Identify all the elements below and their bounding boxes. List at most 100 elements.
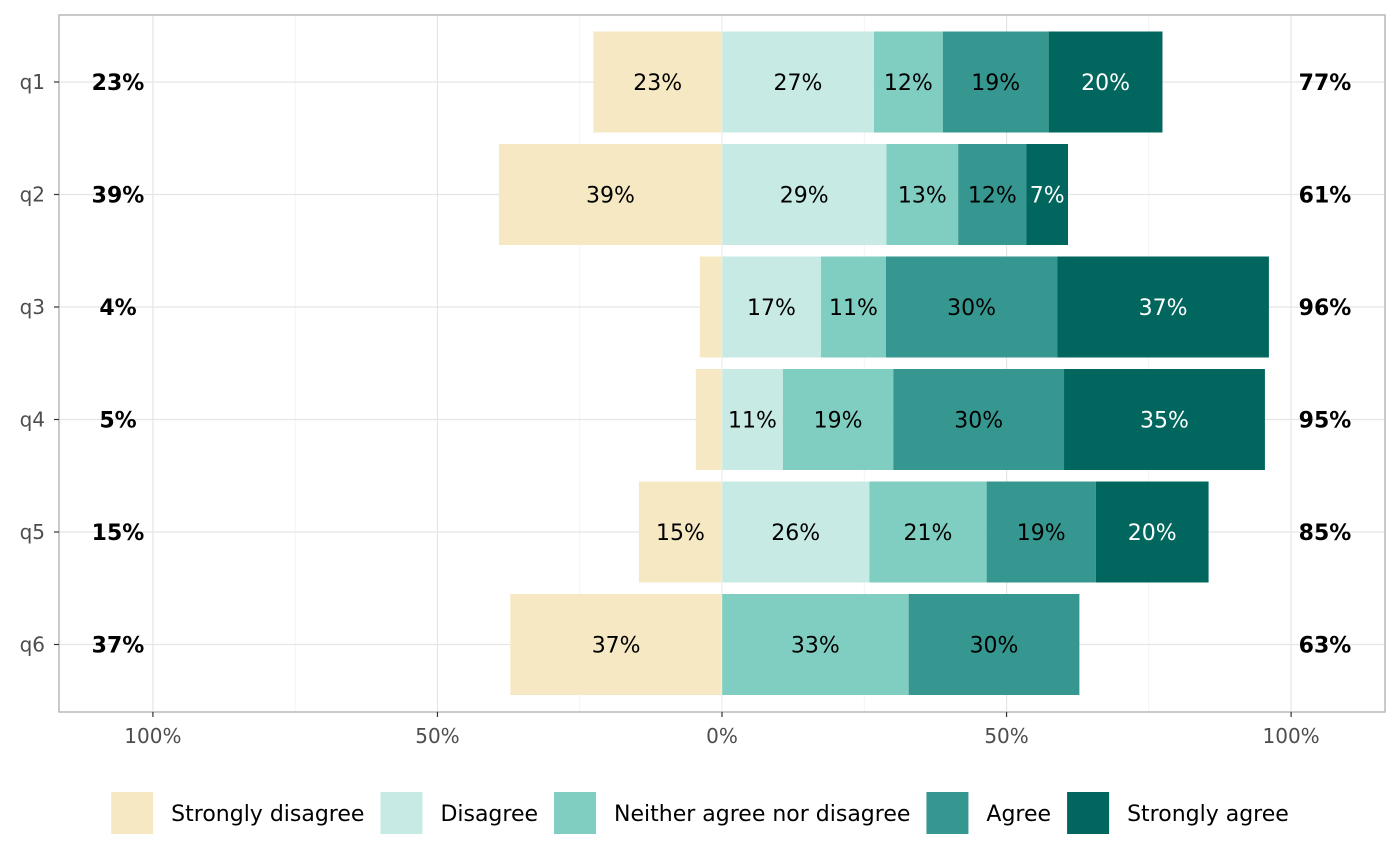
x-tick-label: 0% xyxy=(706,724,738,748)
data-label: 19% xyxy=(971,71,1020,96)
legend-item: Strongly disagree xyxy=(111,792,364,834)
x-tick-label: 100% xyxy=(1263,724,1320,748)
left-total-label: 37% xyxy=(92,634,145,659)
legend-label: Strongly agree xyxy=(1127,802,1289,827)
total-layer: 23% 77% 39% 61% 4% 96% 5% 95% 15% 85% 37% 63% xyxy=(92,71,1352,659)
bar-segment-q3-series-1 xyxy=(722,256,822,358)
data-label: 27% xyxy=(774,71,823,96)
bar-row-q2: 39% 29% 13% 12% 7% xyxy=(498,144,1069,245)
y-tick-label: q4 xyxy=(20,408,45,432)
left-total-label: 23% xyxy=(92,71,145,96)
data-label: 30% xyxy=(954,409,1003,434)
data-label: 20% xyxy=(1128,521,1177,546)
bar-segment-q1-series-1 xyxy=(722,31,874,133)
data-label: 12% xyxy=(968,184,1017,209)
data-label: 39% xyxy=(586,184,635,209)
data-label: 15% xyxy=(656,521,705,546)
bar-segment-q5-series-1 xyxy=(722,481,870,583)
bar-row-q3: 17% 11% 30% 37% xyxy=(699,256,1269,358)
data-label: 12% xyxy=(884,71,933,96)
bar-segment-q4-series-4 xyxy=(1064,369,1265,470)
right-total-label: 63% xyxy=(1299,634,1352,659)
data-label: 35% xyxy=(1140,409,1189,434)
bar-row-q1: 23% 27% 12% 19% 20% xyxy=(593,31,1163,133)
bar-row-q6: 37% 33% 30% xyxy=(510,594,1080,695)
bar-segment-q3-series-4 xyxy=(1057,256,1269,358)
bar-layer: 23% 27% 12% 19% 20%39% 29% 13% 12% 7%17% 11% 30% 37… xyxy=(498,15,1269,712)
bar-segment-q3-series-0 xyxy=(699,256,722,358)
data-label: 11% xyxy=(728,409,777,434)
legend-key xyxy=(1067,792,1110,834)
bar-segment-q3-series-3 xyxy=(885,256,1058,358)
legend-item: Strongly agree xyxy=(1067,792,1289,834)
bar-segment-q3-series-2 xyxy=(821,256,886,358)
bar-segment-q2-series-1 xyxy=(722,144,887,245)
y-tick-label: q3 xyxy=(20,295,45,319)
legend-label: Disagree xyxy=(440,802,538,827)
x-tick-label: 50% xyxy=(984,724,1028,748)
bar-segment-q2-series-4 xyxy=(1026,144,1069,245)
right-total-label: 77% xyxy=(1299,71,1352,96)
bar-row-q4: 11% 19% 30% 35% xyxy=(695,369,1265,470)
data-label: 11% xyxy=(829,296,878,321)
data-label: 19% xyxy=(1017,521,1066,546)
legend-key xyxy=(380,792,423,834)
bar-segment-q2-series-0 xyxy=(498,144,722,245)
right-total-label: 96% xyxy=(1299,296,1352,321)
bar-segment-q5-series-3 xyxy=(986,481,1096,583)
data-label: 23% xyxy=(633,71,682,96)
right-total-label: 95% xyxy=(1299,409,1352,434)
bar-segment-q1-series-4 xyxy=(1048,31,1163,133)
legend-item: Neither agree nor disagree xyxy=(554,792,910,834)
legend-key xyxy=(111,792,154,834)
left-total-label: 4% xyxy=(99,296,136,321)
legend-label: Neither agree nor disagree xyxy=(614,802,910,827)
legend-label: Agree xyxy=(986,802,1051,827)
data-label: 37% xyxy=(1139,296,1188,321)
left-total-label: 39% xyxy=(92,184,145,209)
bar-segment-q1-series-3 xyxy=(942,31,1049,133)
legend-item: Disagree xyxy=(380,792,538,834)
legend-item: Agree xyxy=(926,792,1051,834)
data-label: 21% xyxy=(904,521,953,546)
data-label: 13% xyxy=(898,184,947,209)
bar-segment-q5-series-2 xyxy=(869,481,987,583)
data-label: 29% xyxy=(780,184,829,209)
bar-segment-q1-series-0 xyxy=(593,31,722,133)
data-label: 7% xyxy=(1030,184,1065,209)
right-total-label: 61% xyxy=(1299,184,1352,209)
left-total-label: 5% xyxy=(99,409,136,434)
data-label: 19% xyxy=(814,409,863,434)
data-label: 30% xyxy=(947,296,996,321)
x-tick-label: 100% xyxy=(124,724,181,748)
x-tick-label: 50% xyxy=(415,724,459,748)
axis-layer: q1 q2 q3 q4 q5 q6 100% 50% 0% 50% 100% xyxy=(20,70,1320,748)
data-label: 17% xyxy=(747,296,796,321)
y-tick-label: q6 xyxy=(20,633,45,657)
bar-segment-q2-series-2 xyxy=(886,144,959,245)
y-tick-label: q5 xyxy=(20,520,45,544)
legend-label: Strongly disagree xyxy=(171,802,364,827)
bar-segment-q6-series-2 xyxy=(722,594,909,695)
legend: Strongly disagree Disagree Neither agree n… xyxy=(111,792,1289,834)
bar-segment-q4-series-2 xyxy=(782,369,894,470)
legend-key xyxy=(554,792,597,834)
bar-segment-q5-series-0 xyxy=(638,481,722,583)
bar-segment-q1-series-2 xyxy=(873,31,943,133)
bar-segment-q5-series-4 xyxy=(1095,481,1209,583)
data-label: 26% xyxy=(771,521,820,546)
data-label: 37% xyxy=(592,634,641,659)
data-label: 20% xyxy=(1081,71,1130,96)
bar-row-q5: 15% 26% 21% 19% 20% xyxy=(638,481,1209,583)
bar-segment-q6-series-3 xyxy=(908,594,1080,695)
y-tick-label: q1 xyxy=(20,70,45,94)
left-total-label: 15% xyxy=(92,521,145,546)
bar-segment-q6-series-0 xyxy=(510,594,722,695)
data-label: 30% xyxy=(970,634,1019,659)
y-tick-label: q2 xyxy=(20,183,45,207)
bar-segment-q2-series-3 xyxy=(958,144,1027,245)
bar-segment-q4-series-3 xyxy=(893,369,1065,470)
right-total-label: 85% xyxy=(1299,521,1352,546)
data-label: 33% xyxy=(791,634,840,659)
